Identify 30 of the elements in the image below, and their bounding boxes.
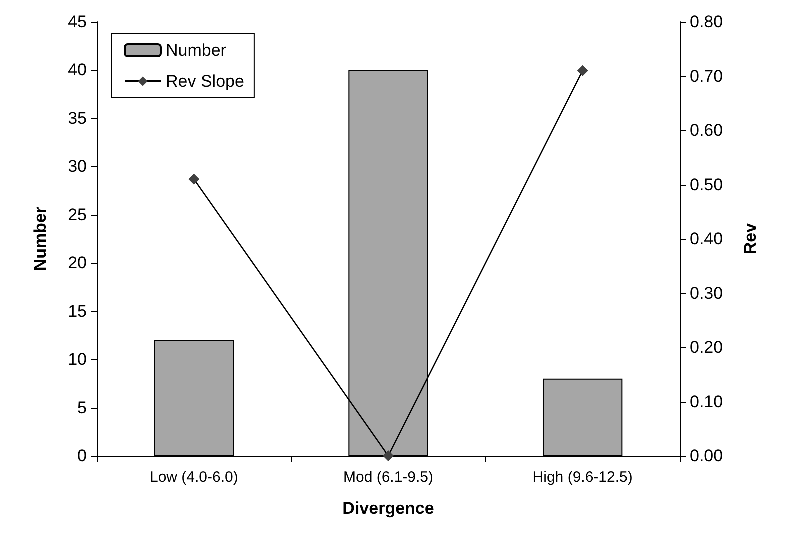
y-tick-label: 25 (68, 205, 87, 224)
x-tick-label: High (9.6-12.5) (532, 469, 633, 486)
y-tick-label: 10 (68, 350, 87, 370)
y-axis-title: Number (31, 206, 50, 272)
y2-tick-label: 0.10 (690, 392, 724, 412)
y2-tick-label: 0.20 (690, 338, 724, 357)
y-tick-label: 40 (68, 60, 87, 80)
y-tick-label: 0 (78, 446, 87, 466)
point (383, 450, 394, 462)
y2-tick-label: 0.80 (690, 12, 724, 32)
y-tick-label: 15 (68, 302, 87, 321)
y-tick-label: 5 (78, 398, 87, 418)
y2-tick-label: 0.40 (690, 230, 724, 248)
x-tick-label: Low (4.0-6.0) (150, 469, 238, 486)
x-tick-label: Mod (6.1-9.5) (343, 469, 434, 486)
legend-label: Number (166, 41, 227, 60)
y2-axis-title: Rev (741, 222, 760, 255)
legend-label: Rev Slope (166, 72, 244, 91)
y-tick-label: 30 (68, 157, 87, 176)
point (188, 174, 200, 185)
y2-tick-label: 0.50 (690, 175, 724, 194)
x-axis-title: Divergence (342, 499, 434, 518)
y-tick-label: 45 (68, 12, 87, 32)
y-tick-label: 35 (68, 108, 87, 128)
y2-tick-label: 0.70 (690, 66, 724, 86)
point (577, 65, 588, 76)
y2-tick-label: 0.30 (690, 284, 724, 303)
y2-tick-label: 0.60 (690, 121, 724, 140)
y-tick-label: 20 (68, 254, 87, 273)
y2-tick-label: 0.00 (690, 446, 724, 466)
